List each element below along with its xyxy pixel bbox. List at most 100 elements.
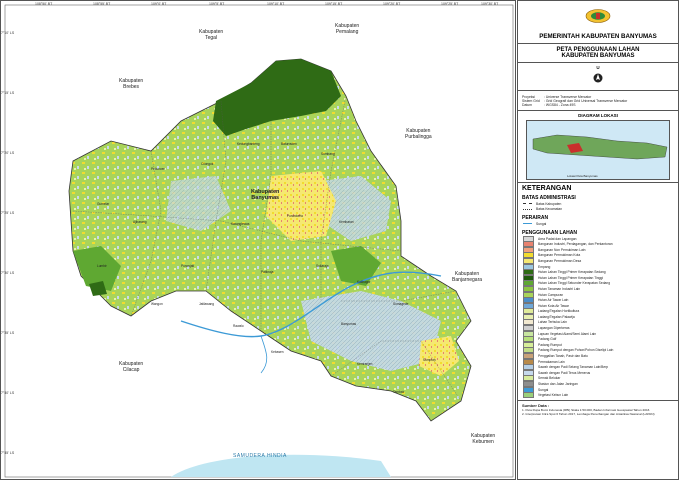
label-kebumen: Kabupaten Kebumen bbox=[471, 433, 496, 445]
land-use-label: Vegetasi Kebun Lain bbox=[538, 393, 569, 398]
land-use-swatch bbox=[523, 336, 534, 343]
land-use-label: Bangunan Permukiman Desa bbox=[538, 258, 582, 263]
district-label: Ajibarang bbox=[133, 220, 147, 224]
coord-top-4: 109°5' BT bbox=[209, 2, 225, 6]
river-serayu bbox=[180, 271, 442, 338]
land-use-swatch bbox=[523, 364, 534, 371]
district-label: Lumbir bbox=[97, 264, 107, 268]
land-use-row: Padang Rumput bbox=[523, 341, 678, 348]
land-use-label: Bangunan Non Pemukiman Lain bbox=[538, 247, 586, 252]
coord-left-4: 7°25' LS bbox=[1, 211, 15, 215]
district-label: Rawalo bbox=[233, 324, 244, 328]
land-use-swatch bbox=[523, 330, 534, 337]
land-use-swatch bbox=[523, 280, 534, 287]
sea-area bbox=[171, 454, 391, 477]
land-use-swatch bbox=[523, 252, 534, 259]
map-frame: 108°50' BT 108°55' BT 109°0' BT 109°5' B… bbox=[0, 0, 516, 480]
land-use-swatch bbox=[523, 319, 534, 326]
coord-top-1: 108°50' BT bbox=[35, 2, 53, 6]
forest-east bbox=[331, 246, 381, 286]
coord-left-3: 7°20' LS bbox=[1, 151, 15, 155]
coord-top-2: 108°55' BT bbox=[93, 2, 111, 6]
land-use-legend: Area Padat dan Lapangan Bangunan Industri… bbox=[518, 235, 678, 399]
land-use-label: Hutan Kota Air Tawar bbox=[538, 303, 569, 308]
land-use-row: Penggalian Tanah, Pasir dan Batu bbox=[523, 353, 678, 360]
district-label: Wangon bbox=[151, 302, 163, 306]
land-use-label: Lahan Terbuka Lain bbox=[538, 320, 567, 325]
land-use-swatch bbox=[523, 302, 534, 309]
land-use-row: Vegetasi Kebun Lain bbox=[523, 392, 678, 399]
district-label: Pekuncen bbox=[151, 167, 166, 171]
district-label: Sumbang bbox=[321, 152, 335, 156]
land-use-label: Hutan Lahan Tinggi Primer Kerapatan Ting… bbox=[538, 275, 604, 280]
land-use-swatch bbox=[523, 297, 534, 304]
district-label: Patikraja bbox=[261, 270, 274, 274]
land-use-swatch bbox=[523, 353, 534, 360]
label-pemalang: Kabupaten Pemalang bbox=[335, 23, 360, 35]
land-use-row: Permakaman Lain bbox=[523, 358, 678, 365]
land-use-label: Empang bbox=[538, 264, 551, 269]
land-use-swatch bbox=[523, 369, 534, 376]
land-use-swatch bbox=[523, 257, 534, 264]
district-label: Purwojati bbox=[181, 264, 195, 268]
land-use-swatch bbox=[523, 381, 534, 388]
datum-value: : WGS84 - Zona 49S bbox=[544, 103, 576, 107]
legend-row: Sungai bbox=[523, 221, 678, 227]
land-use-label: Hutan Tanaman Industri Lain bbox=[538, 286, 581, 291]
keterangan-title: KETERANGAN bbox=[522, 185, 572, 192]
land-use-label: Hutan Lahan Tinggi Primer Kerapatan Seda… bbox=[538, 270, 606, 275]
coord-left-7: 7°40' LS bbox=[1, 391, 15, 395]
gov-title: PEMERINTAH KABUPATEN BANYUMAS bbox=[539, 33, 657, 40]
batas-kabupaten-symbol bbox=[523, 203, 532, 205]
land-use-map bbox=[4, 4, 514, 478]
coord-top-7: 109°20' BT bbox=[383, 2, 401, 6]
banyumas-logo-icon bbox=[585, 9, 611, 23]
land-use-label: Ladang/Tegalan Hortikultura bbox=[538, 309, 580, 314]
north-arrow: U bbox=[518, 65, 678, 88]
coord-top-9: 109°30' BT bbox=[481, 2, 499, 6]
land-use-swatch bbox=[523, 325, 534, 332]
land-use-row: Empang bbox=[523, 263, 678, 270]
land-use-label: Bangunan Industri, Perdagangan, dan Perk… bbox=[538, 242, 613, 247]
land-use-row: Lapuan Vegetasi Alami/Semi Alami Lain bbox=[523, 330, 678, 337]
map-title-1: PETA PENGGUNAAN LAHAN bbox=[556, 47, 640, 53]
land-use-swatch bbox=[523, 386, 534, 393]
river-south bbox=[260, 335, 268, 374]
land-use-swatch bbox=[523, 263, 534, 270]
datum-label: Datum bbox=[522, 103, 532, 107]
coord-top-6: 109°15' BT bbox=[325, 2, 343, 6]
district-label: Cilongok bbox=[201, 162, 214, 166]
label-cilacap: Kabupaten Cilacap bbox=[119, 361, 144, 373]
land-use-label: Hutan Lahan Tinggi Sekunder Kerapatan Se… bbox=[538, 281, 611, 286]
coord-top-5: 109°10' BT bbox=[267, 2, 285, 6]
district-label: Banyumas bbox=[341, 322, 357, 326]
label-banyumas: Kabupaten Banyumas bbox=[251, 189, 280, 201]
land-use-row: Padang Golf bbox=[523, 336, 678, 343]
land-use-swatch bbox=[523, 313, 534, 320]
land-use-label: Hutan Air Tawar Lain bbox=[538, 298, 569, 303]
land-use-row: Hutan Kota Air Tawar bbox=[523, 302, 678, 309]
grid-value: : Grid Geografi dan Grid Universal Trans… bbox=[544, 99, 628, 103]
district-label: Karanglewas bbox=[231, 222, 250, 226]
java-island-map bbox=[532, 134, 668, 160]
land-use-swatch bbox=[523, 274, 534, 281]
land-use-row: Stasiun dan Jalan Jaringan bbox=[523, 381, 678, 388]
land-use-swatch bbox=[523, 285, 534, 292]
proj-value: : Universe Transverse Mercator bbox=[544, 95, 592, 99]
land-use-label: Sungai bbox=[538, 387, 549, 392]
kecamatan-borders bbox=[72, 95, 462, 402]
land-use-row: Lapangan Diperkeras bbox=[523, 325, 678, 332]
district-label: Kembaran bbox=[339, 220, 354, 224]
land-use-row: Hutan Lahan Tinggi Sekunder Kerapatan Se… bbox=[523, 280, 678, 287]
forest-west-tip bbox=[89, 281, 107, 296]
land-use-row: Bangunan Permukiman Kota bbox=[523, 252, 678, 259]
land-use-row: Padang Rumput dengan Pohon/Pohon Diselip… bbox=[523, 347, 678, 354]
coord-left-6: 7°35' LS bbox=[1, 331, 15, 335]
land-use-swatch bbox=[523, 241, 534, 248]
land-use-label: Lapuan Vegetasi Alami/Semi Alami Lain bbox=[538, 331, 597, 336]
land-use-row: Ladang/Tegalan Palawija bbox=[523, 313, 678, 320]
label-sea: SAMUDERA HINDIA bbox=[233, 453, 287, 459]
projection-info: Proyeksi: Universe Transverse Mercator S… bbox=[522, 95, 674, 107]
location-diagram: Lokasi Peta Banyumas bbox=[526, 120, 670, 180]
